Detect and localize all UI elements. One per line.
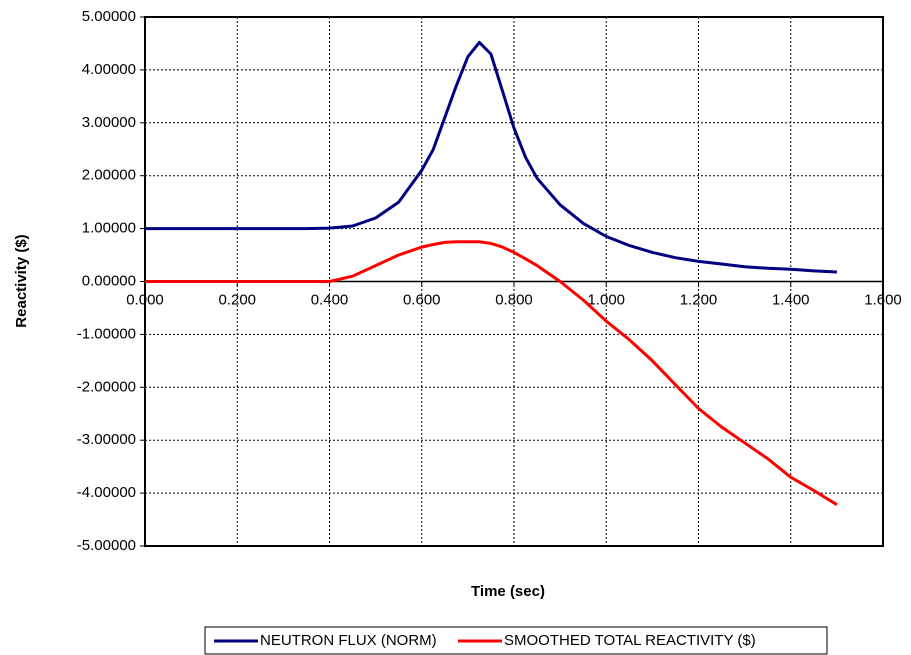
y-tick-label: 5.00000	[82, 8, 136, 25]
x-tick-label: 0.400	[311, 291, 349, 308]
x-tick-label: 0.800	[495, 291, 533, 308]
legend-label: SMOOTHED TOTAL REACTIVITY ($)	[504, 632, 756, 649]
x-tick-label: 0.600	[403, 291, 441, 308]
y-tick-label: 2.00000	[82, 167, 136, 184]
data-line	[145, 240, 838, 506]
y-tick-label: 4.00000	[82, 61, 136, 78]
legend-label: NEUTRON FLUX (NORM)	[260, 632, 437, 649]
data-line	[145, 40, 837, 274]
y-tick-label: -3.00000	[77, 431, 136, 448]
x-tick-label: 0.200	[218, 291, 256, 308]
y-tick-label: 1.00000	[82, 220, 136, 237]
x-tick-label: 1.400	[772, 291, 810, 308]
y-tick-label: -5.00000	[77, 537, 136, 554]
x-tick-label: 1.000	[587, 291, 625, 308]
x-tick-label: 1.200	[680, 291, 718, 308]
y-axis-title: Reactivity ($)	[13, 234, 30, 327]
y-tick-label: 3.00000	[82, 114, 136, 131]
y-tick-label: -4.00000	[77, 484, 136, 501]
legend-box	[204, 626, 828, 655]
x-axis-title: Time (sec)	[471, 583, 545, 600]
y-tick-label: 0.00000	[82, 272, 136, 289]
y-tick-label: -2.00000	[77, 378, 136, 395]
y-tick-label: -1.00000	[77, 325, 136, 342]
